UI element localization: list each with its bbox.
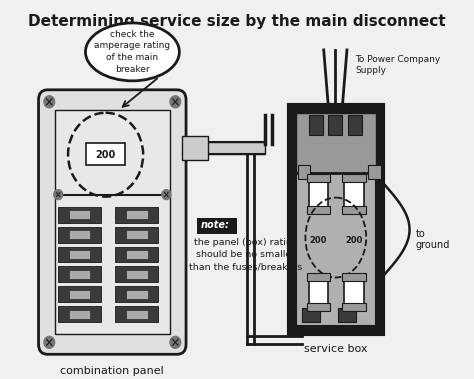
Bar [307, 174, 330, 182]
Bar [309, 115, 323, 135]
Bar [55, 110, 170, 334]
Text: combination panel: combination panel [60, 366, 164, 376]
Bar [328, 115, 343, 135]
Bar [309, 178, 328, 210]
Text: Determining service size by the main disconnect: Determining service size by the main dis… [28, 14, 446, 29]
Circle shape [162, 190, 171, 200]
Bar [116, 207, 158, 222]
Bar [344, 178, 364, 210]
Bar [343, 304, 366, 312]
Bar [126, 230, 147, 239]
Bar [116, 246, 158, 263]
Bar [343, 205, 366, 214]
FancyBboxPatch shape [38, 90, 186, 354]
Text: 200: 200 [310, 236, 327, 245]
Bar [126, 250, 147, 259]
Ellipse shape [85, 23, 179, 81]
Bar [307, 304, 330, 312]
Bar [126, 270, 147, 279]
Bar [343, 274, 366, 282]
Bar [116, 266, 158, 282]
Bar [86, 143, 125, 164]
Bar [69, 230, 91, 239]
Bar [116, 306, 158, 323]
Circle shape [54, 190, 63, 200]
Circle shape [170, 336, 181, 348]
Bar [58, 306, 101, 323]
Bar [182, 136, 209, 160]
Circle shape [44, 96, 55, 108]
Text: to
ground: to ground [416, 229, 450, 250]
Text: 200: 200 [95, 150, 116, 160]
Bar [344, 277, 364, 307]
Bar [343, 174, 366, 182]
Bar [289, 105, 383, 334]
Bar [58, 287, 101, 302]
Bar [368, 164, 381, 179]
Text: note:: note: [201, 219, 229, 230]
Bar [298, 164, 310, 179]
Bar [69, 270, 91, 279]
Bar [58, 207, 101, 222]
Bar [126, 290, 147, 299]
Text: the panel (box) rating
should be no smaller
than the fuses/breakers: the panel (box) rating should be no smal… [189, 238, 302, 271]
Bar [116, 287, 158, 302]
Text: check the
amperage rating
of the main
breaker: check the amperage rating of the main br… [94, 30, 171, 74]
Text: service box: service box [304, 344, 367, 354]
Bar [69, 290, 91, 299]
Bar [58, 266, 101, 282]
Bar [309, 277, 328, 307]
Bar [348, 115, 362, 135]
Bar [126, 210, 147, 219]
Bar [307, 205, 330, 214]
Bar [338, 309, 356, 323]
Circle shape [44, 336, 55, 348]
Bar [197, 218, 237, 233]
Bar [69, 250, 91, 259]
Bar [296, 113, 375, 326]
Text: 200: 200 [346, 236, 363, 245]
Bar [296, 113, 375, 173]
Circle shape [170, 96, 181, 108]
Bar [307, 274, 330, 282]
Bar [116, 227, 158, 243]
Bar [69, 210, 91, 219]
Bar [204, 142, 264, 154]
Bar [58, 246, 101, 263]
Bar [302, 309, 320, 323]
Text: To Power Company
Supply: To Power Company Supply [355, 55, 440, 75]
Bar [126, 310, 147, 319]
Bar [58, 227, 101, 243]
Bar [69, 310, 91, 319]
